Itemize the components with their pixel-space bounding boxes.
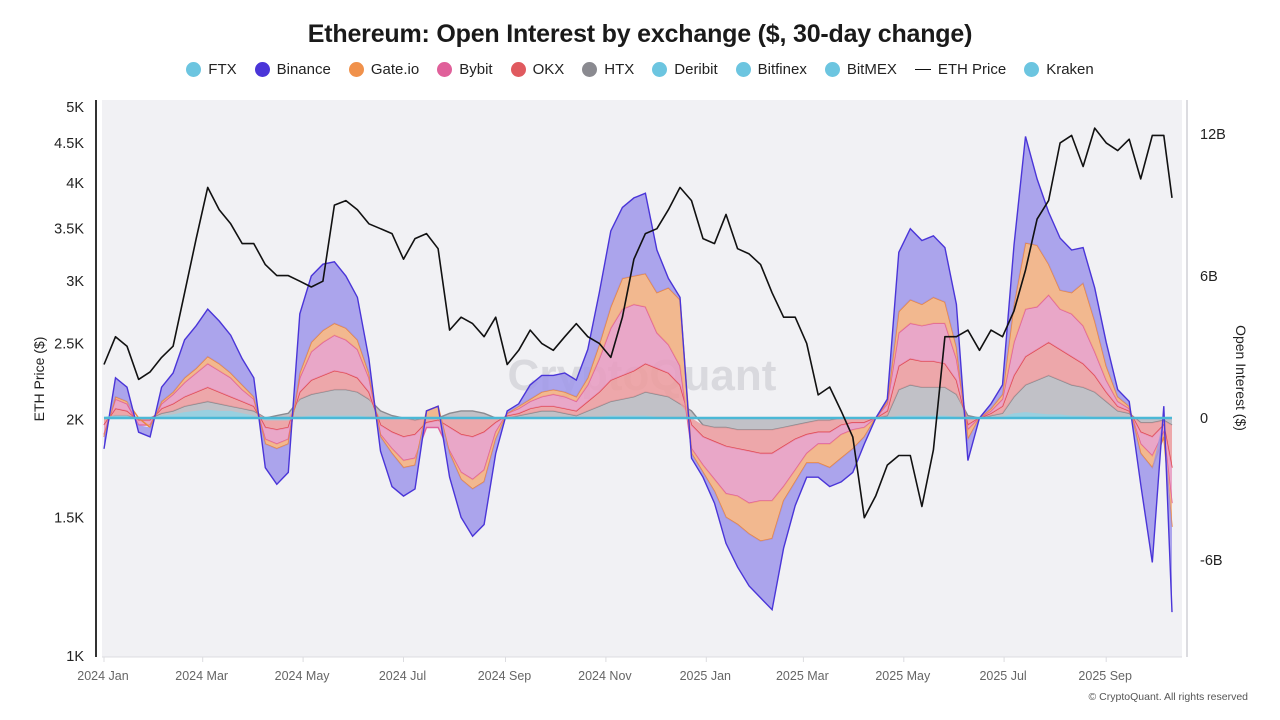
legend-item-okx[interactable]: OKX [510, 61, 565, 78]
x-tick-label: 2024 Mar [175, 669, 228, 683]
x-tick-label: 2025 Jul [979, 669, 1026, 683]
area-bybit [104, 294, 1172, 504]
x-tick-label: 2025 Sep [1078, 669, 1132, 683]
price-line-group [103, 127, 1173, 519]
line-marker-icon [914, 69, 931, 70]
dot-marker-icon [437, 62, 453, 77]
x-tick-label: 2024 Nov [578, 669, 632, 683]
legend-label: Binance [276, 61, 331, 78]
area-edge-binance [103, 136, 1173, 613]
dot-marker-icon [348, 62, 364, 77]
x-tick-label: 2024 Jul [379, 669, 426, 683]
legend-item-kraken[interactable]: Kraken [1024, 61, 1094, 78]
legend-item-bitfinex[interactable]: Bitfinex [735, 61, 807, 78]
left-tick-label: 2K [66, 413, 84, 429]
legend-label: ETH Price [937, 61, 1007, 78]
dot-marker-icon [652, 62, 668, 77]
right-tick-label: 0 [1200, 411, 1208, 427]
left-tick-label: 1.5K [54, 511, 84, 527]
dot-marker-icon [254, 62, 270, 77]
left-axis-title: ETH Price ($) [31, 337, 47, 422]
legend-item-htx[interactable]: HTX [582, 61, 634, 78]
copyright-notice: © CryptoQuant. All rights reserved [1088, 691, 1248, 703]
left-tick-label: 1K [66, 649, 84, 665]
legend-label: Kraken [1046, 61, 1094, 78]
x-tick-label: 2024 Jan [77, 669, 128, 683]
left-tick-label: 3K [66, 274, 84, 290]
area-okx [104, 342, 1172, 468]
right-tick-label: 12B [1200, 127, 1226, 143]
dot-marker-icon [186, 62, 202, 77]
x-tick-label: 2025 May [875, 669, 931, 683]
legend-item-gate-io[interactable]: Gate.io [348, 61, 420, 78]
legend-label: Bitfinex [757, 61, 807, 78]
legend-label: Deribit [674, 61, 718, 78]
legend-item-bybit[interactable]: Bybit [437, 61, 493, 78]
legend-item-bitmex[interactable]: BitMEX [824, 61, 897, 78]
left-tick-label: 5K [66, 100, 84, 116]
right-axis-title: Open Interest ($) [1233, 325, 1249, 431]
right-tick-label: -6B [1200, 553, 1223, 569]
legend-item-eth-price[interactable]: ETH Price [914, 61, 1007, 78]
x-tick-label: 2025 Mar [776, 669, 829, 683]
left-tick-label: 4K [66, 176, 84, 192]
left-axis-ticks: 5K 4.5K 4K 3.5K 3K 2.5K 2K 1.5K 1K [54, 100, 84, 665]
left-tick-label: 3.5K [54, 222, 84, 238]
x-tick-label: 2024 May [275, 669, 331, 683]
legend-item-binance[interactable]: Binance [254, 61, 331, 78]
dot-marker-icon [735, 62, 751, 77]
right-axis-ticks: 12B 6B 0 -6B [1200, 127, 1226, 569]
dot-marker-icon [1024, 62, 1040, 77]
chart-title: Ethereum: Open Interest by exchange ($, … [307, 20, 973, 48]
x-axis-ticks: 2024 Jan 2024 Mar 2024 May 2024 Jul 2024 Sep… [77, 657, 1132, 683]
dot-marker-icon [510, 62, 526, 77]
x-tick-label: 2024 Sep [478, 669, 532, 683]
area-binance [104, 136, 1172, 613]
dot-marker-icon [824, 62, 840, 77]
legend-label: Gate.io [370, 61, 420, 78]
left-tick-label: 4.5K [54, 136, 84, 152]
area-gate-io [104, 242, 1172, 542]
right-tick-label: 6B [1200, 269, 1218, 285]
legend-item-ftx[interactable]: FTX [186, 61, 237, 78]
left-tick-label: 2.5K [54, 336, 84, 352]
dot-marker-icon [582, 62, 598, 77]
legend-label: OKX [532, 61, 565, 78]
zero-line-group [104, 409, 1172, 421]
x-tick-label: 2025 Jan [680, 669, 731, 683]
legend: FTX Binance Gate.io Bybit OKX HTX Deribit Bitfi… [0, 61, 1280, 78]
legend-label: Bybit [459, 61, 493, 78]
legend-label: FTX [208, 61, 237, 78]
legend-item-deribit[interactable]: Deribit [652, 61, 718, 78]
legend-label: BitMEX [846, 61, 897, 78]
eth-price-line [103, 127, 1173, 519]
legend-label: HTX [604, 61, 635, 78]
